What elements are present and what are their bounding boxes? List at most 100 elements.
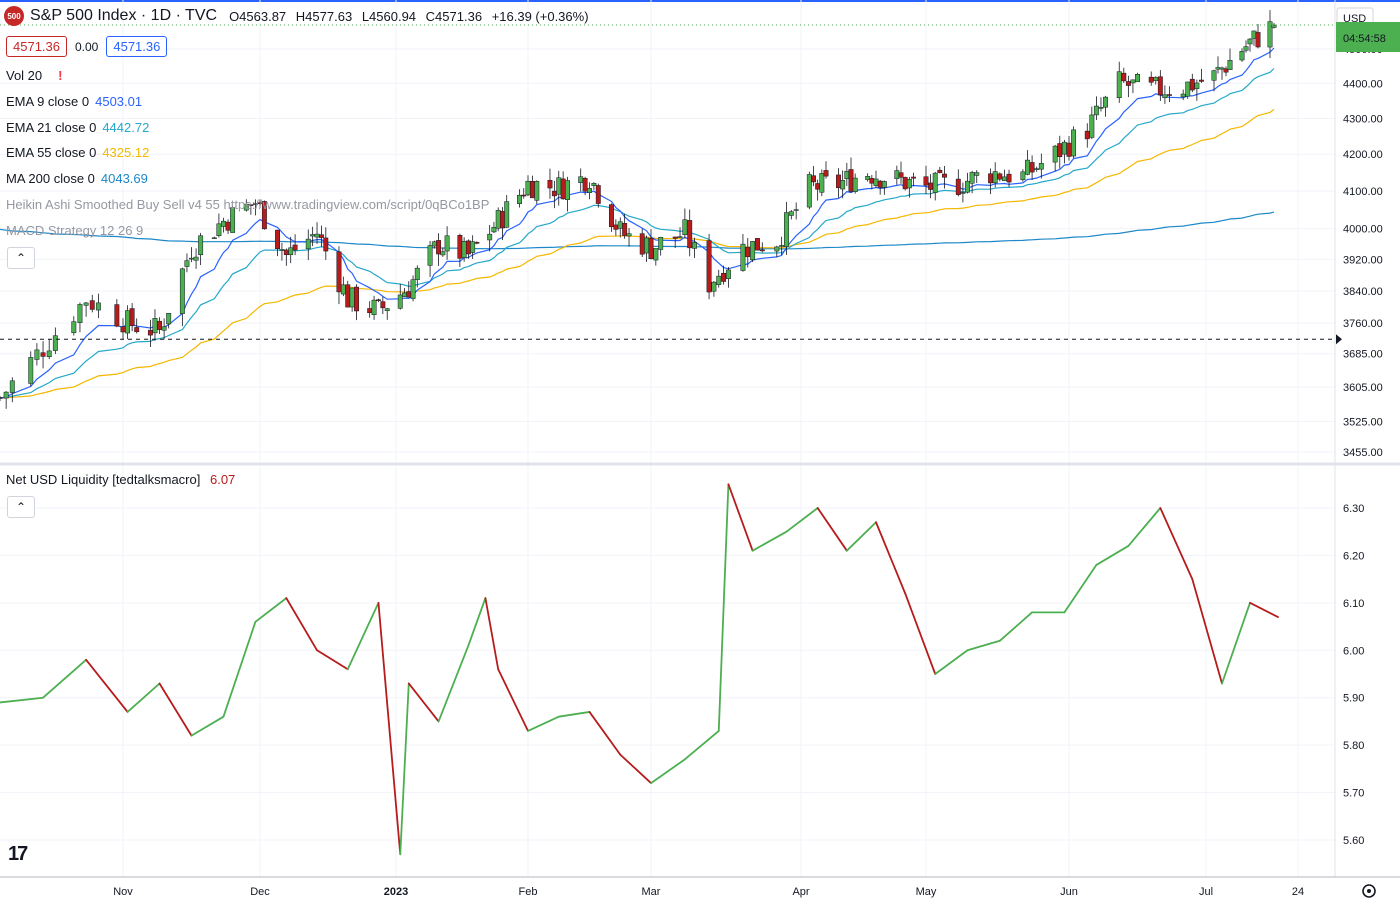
- candle-body: [639, 233, 645, 255]
- candle-body: [911, 176, 916, 179]
- liquidity-segment: [346, 601, 380, 671]
- candle-body: [1029, 162, 1035, 173]
- indicator-legend-5[interactable]: Heikin Ashi Smoothed Buy Sell v4 55 http…: [6, 197, 489, 212]
- settings-gear-icon[interactable]: [1362, 884, 1376, 898]
- candle-body: [613, 224, 619, 230]
- candle-body: [161, 326, 167, 331]
- countdown-label: 04:54:58: [1343, 33, 1386, 45]
- candle-body: [869, 178, 875, 184]
- candle-body: [565, 180, 570, 200]
- candle-body: [1271, 24, 1277, 28]
- candle-body: [279, 249, 285, 251]
- candle-body: [881, 181, 887, 188]
- candle-body: [1239, 51, 1245, 61]
- ask-pill[interactable]: 4571.36: [106, 36, 168, 57]
- symbol-title[interactable]: S&P 500 Index · 1D · TVC: [30, 7, 218, 24]
- ema9-line: [0, 47, 1275, 399]
- liquidity-segment: [316, 649, 349, 671]
- candle-body: [77, 304, 83, 323]
- ema21-line: [0, 68, 1275, 399]
- candle-body: [431, 241, 437, 247]
- indicator-legend-2[interactable]: EMA 21 close 0 4442.72: [6, 120, 149, 135]
- indicator-label: EMA 21 close 0: [6, 120, 97, 135]
- candle-body: [755, 238, 760, 251]
- candle-body: [1251, 30, 1257, 39]
- candle-body: [1052, 145, 1058, 163]
- candle-body: [1194, 82, 1200, 89]
- candle-body: [534, 181, 540, 201]
- liquidity-segment: [1249, 601, 1279, 618]
- liquidity-segment: [497, 668, 529, 732]
- liquidity-segment: [816, 507, 848, 552]
- candle-body: [0, 397, 3, 399]
- candle-body: [1038, 163, 1044, 170]
- liquidity-tick-label: 5.80: [1343, 740, 1364, 752]
- price-tick-label: 3685.00: [1343, 349, 1383, 361]
- indicator-label: EMA 9 close 0: [6, 94, 90, 109]
- candle-body: [134, 327, 140, 333]
- candle-body: [184, 260, 190, 267]
- ohlc-high: H4577.63: [295, 8, 353, 24]
- candle-body: [3, 391, 9, 399]
- liquidity-segment: [377, 601, 402, 856]
- candle-body: [336, 251, 342, 293]
- candle-body: [617, 221, 623, 229]
- candle-body: [1227, 60, 1233, 70]
- candle-body: [198, 235, 204, 256]
- candle-body: [9, 380, 15, 393]
- candle-body: [658, 236, 664, 250]
- candle-body: [551, 190, 557, 197]
- liquidity-segment: [285, 597, 318, 652]
- candle-body: [221, 220, 226, 227]
- candle-body: [216, 223, 222, 236]
- indicator-legend-0[interactable]: Vol 20!: [6, 68, 63, 83]
- candle-body: [46, 350, 52, 358]
- price-tick-label: 4100.00: [1343, 186, 1383, 198]
- candle-body: [932, 172, 938, 193]
- candle-body: [310, 234, 316, 237]
- indicator-legend-6[interactable]: MACD Strategy 12 26 9: [6, 223, 143, 238]
- candle-body: [836, 174, 841, 189]
- liquidity-segment: [751, 530, 788, 552]
- candle-body: [898, 172, 904, 178]
- candle-body: [283, 249, 289, 256]
- candle-body: [1089, 114, 1095, 138]
- candle-body: [243, 203, 249, 211]
- time-tick-label: May: [916, 886, 937, 898]
- liquidity-segment: [683, 730, 720, 761]
- indicator-value: 4503.01: [95, 94, 143, 109]
- candle-body: [410, 279, 416, 299]
- collapse-legend-button[interactable]: ⌃: [7, 247, 35, 269]
- settings-gear-icon: [1367, 889, 1371, 893]
- candle-body: [1219, 67, 1225, 70]
- candle-body: [556, 177, 562, 195]
- liquidity-segment: [588, 711, 622, 756]
- candle-body: [547, 180, 553, 189]
- collapse-lower-legend-button[interactable]: ⌃: [7, 496, 35, 518]
- price-tick-label: 3455.00: [1343, 447, 1383, 459]
- indicator-legend-1[interactable]: EMA 9 close 0 4503.01: [6, 94, 142, 109]
- indicator-label: Heikin Ashi Smoothed Buy Sell v4 55 http…: [6, 197, 490, 212]
- candle-body: [626, 233, 632, 237]
- candle-body: [1025, 159, 1030, 175]
- bid-pill[interactable]: 4571.36: [6, 36, 67, 57]
- candle-body: [721, 272, 727, 282]
- candle-body: [376, 299, 381, 301]
- candle-body: [1180, 93, 1186, 98]
- candle-body: [1125, 81, 1131, 86]
- candle-body: [622, 223, 628, 236]
- price-tick-label: 3760.00: [1343, 318, 1383, 330]
- candle-body: [582, 178, 588, 192]
- crosshair-marker-icon: [1336, 334, 1342, 345]
- time-tick-label: Feb: [519, 886, 538, 898]
- time-tick-label: Jun: [1060, 886, 1078, 898]
- indicator-legend-4[interactable]: MA 200 close 0 4043.69: [6, 171, 148, 186]
- candle-body: [745, 246, 751, 258]
- candle-body: [34, 349, 40, 360]
- indicator-value: 4043.69: [100, 171, 148, 186]
- indicator-legend-3[interactable]: EMA 55 close 0 4325.12: [6, 145, 149, 160]
- indicator-value: 4442.72: [102, 120, 150, 135]
- liquidity-tick-label: 6.30: [1343, 503, 1364, 515]
- candle-body: [436, 240, 442, 255]
